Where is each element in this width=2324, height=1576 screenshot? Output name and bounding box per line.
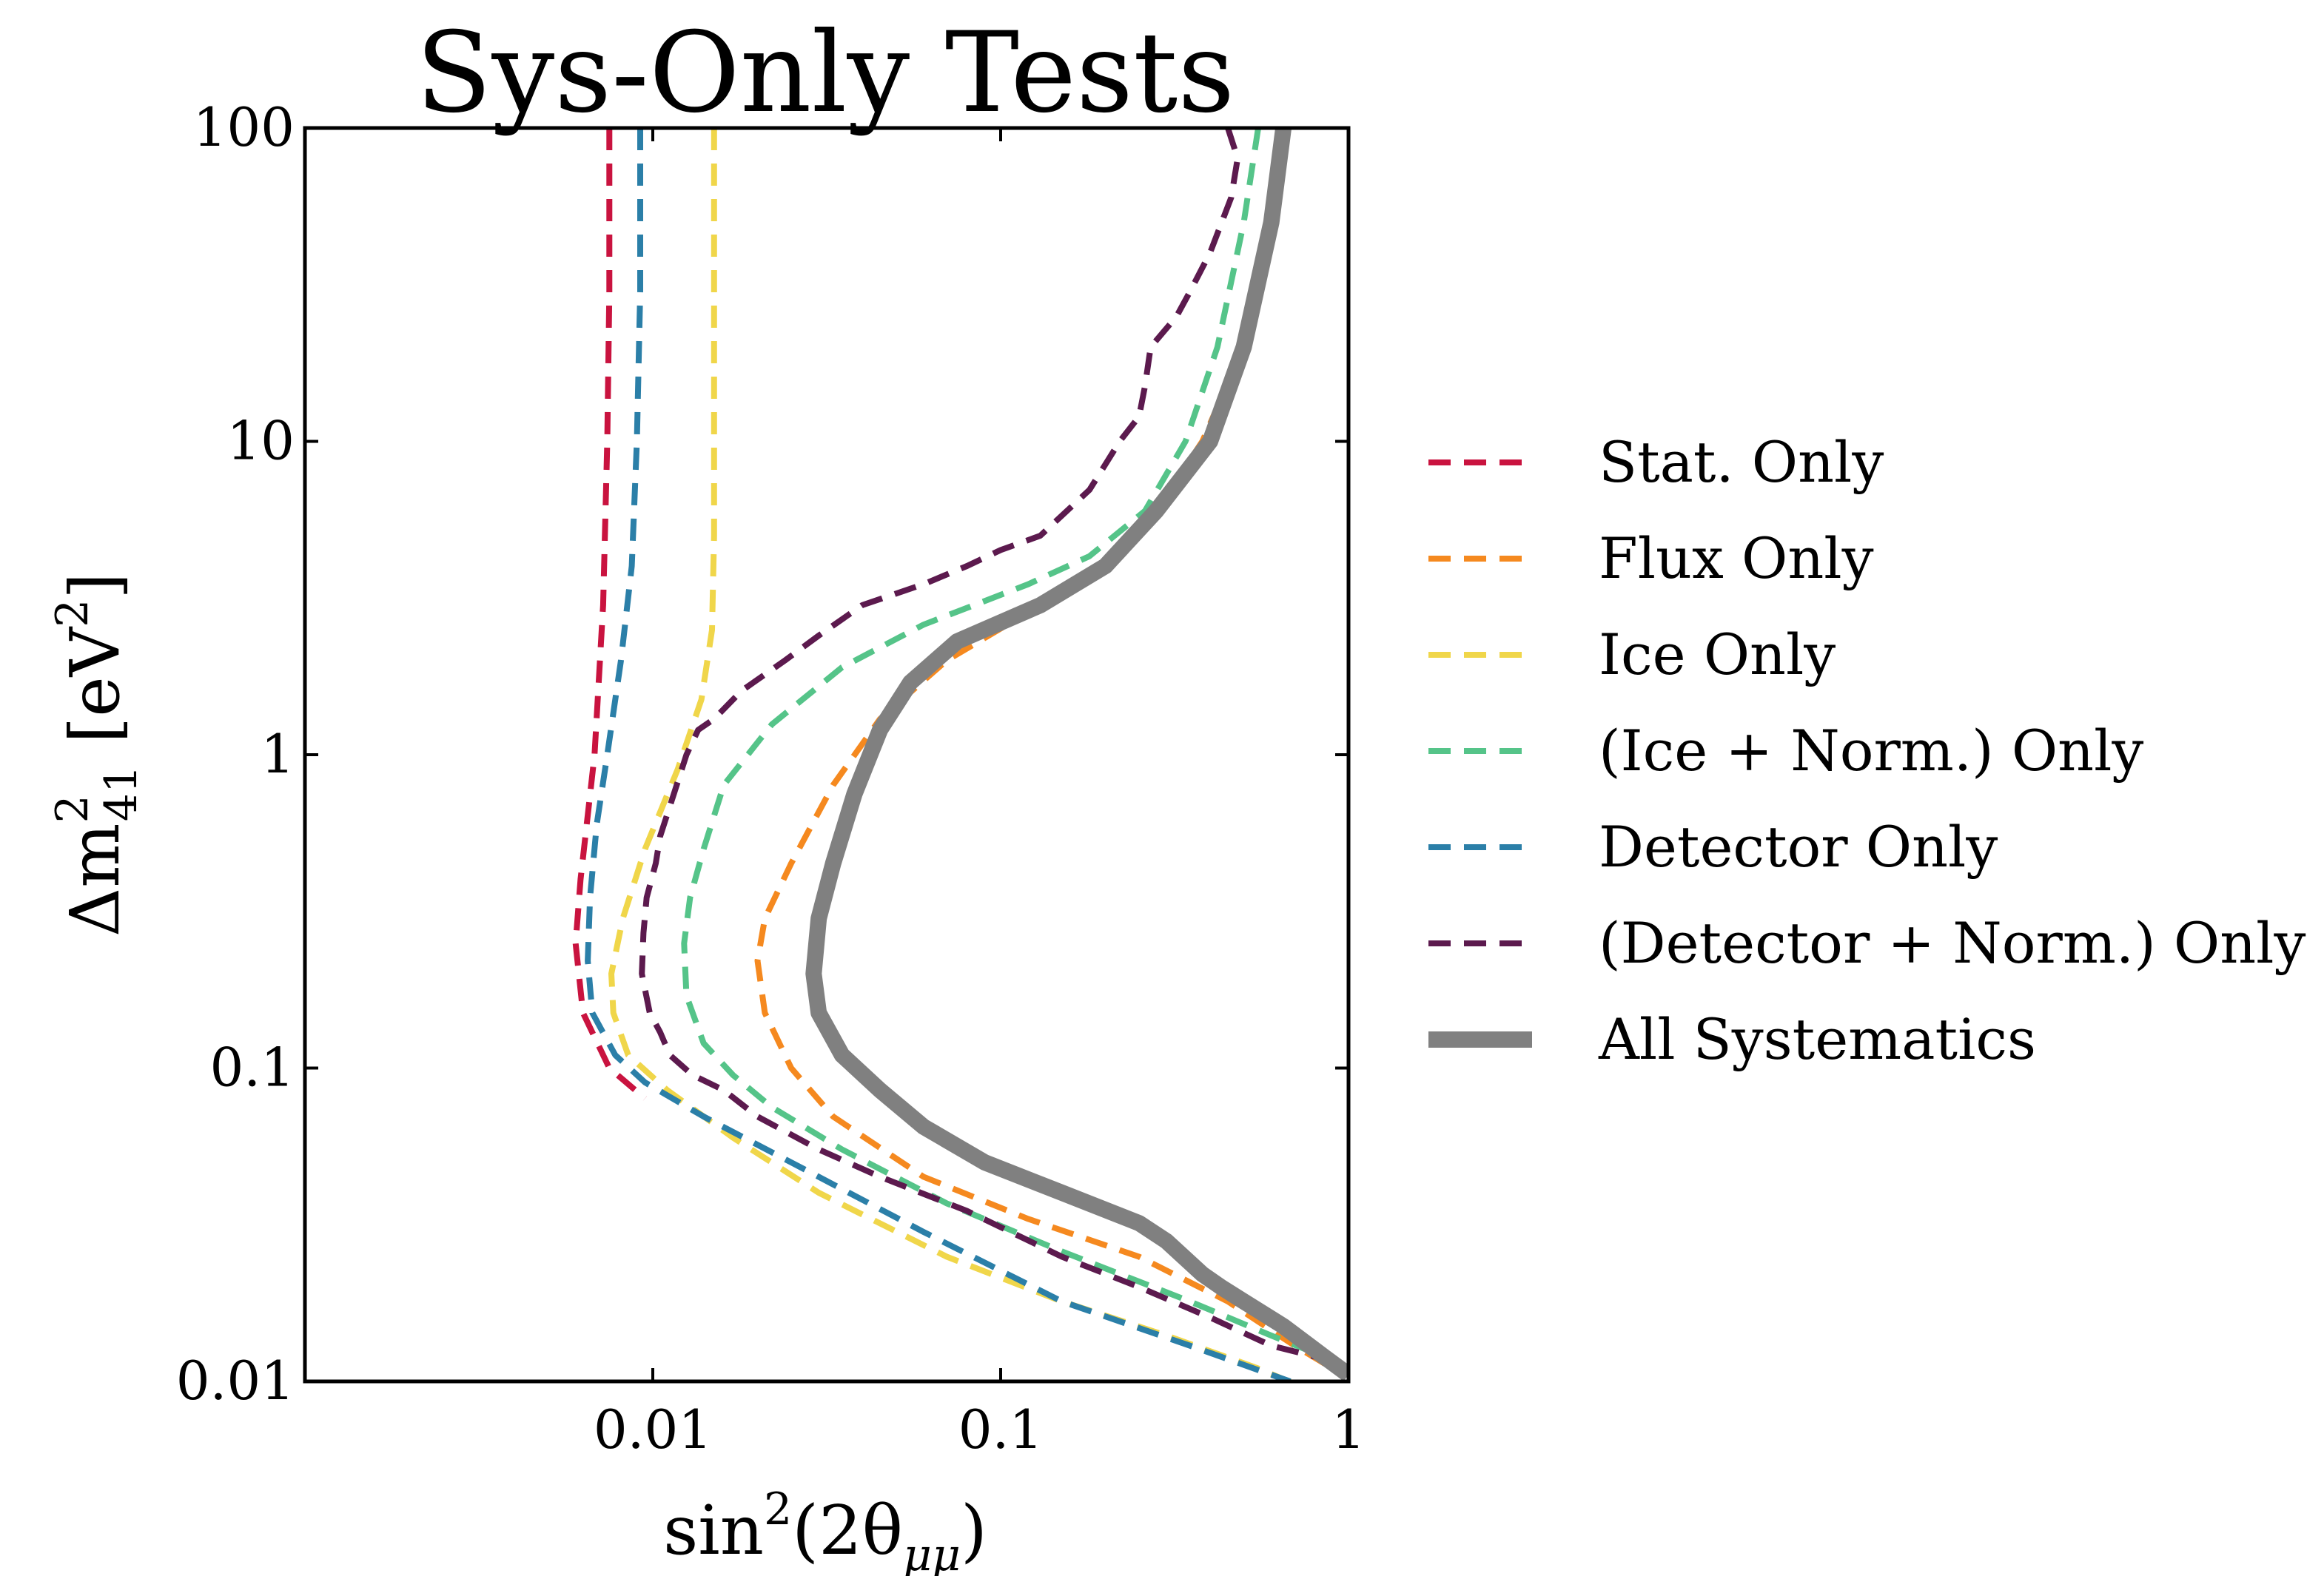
legend-label-7: All Systematics [1598,1006,2036,1072]
chart-title: Sys-Only Tests [416,9,1235,138]
y-axis-title-mid: [eV [56,626,135,765]
series-lines [572,128,1349,1381]
y-axis-title: Δm241 [eV2] [47,573,147,937]
x-axis-title-sub: μμ [903,1529,961,1576]
series-line-5 [585,128,1292,1381]
plot-area [572,128,1349,1381]
legend-label-5: Detector Only [1599,814,1998,880]
y-axis-title-end: ] [56,573,135,599]
series-line-3 [608,128,1297,1381]
x-axis-title-end: ) [961,1491,987,1570]
y-tick-label: 0.01 [176,1350,295,1412]
plot-frame [303,126,1351,1384]
series-line-4 [681,128,1349,1378]
x-axis-title-base: sin [663,1491,764,1570]
series-line-2 [754,128,1349,1378]
y-axis-title-sub: 41 [95,765,147,821]
x-axis-title-sup: 2 [764,1484,792,1535]
x-axis-title: sin2(2θμμ) [663,1484,987,1576]
y-tick-label: 0.1 [209,1037,295,1099]
legend-label-3: Ice Only [1599,622,1836,687]
y-tick-label: 100 [193,96,295,158]
x-tick-label: 1 [1331,1398,1366,1461]
y-axis-title-base: Δm [56,823,135,937]
x-tick-label: 0.1 [958,1398,1044,1461]
y-tick-label: 10 [226,410,295,472]
legend: Stat. Only Flux Only Ice Only (Ice + Norm.)… [1428,429,2305,1072]
y-axis-title-sup: 2 [47,795,98,823]
y-axis-title-unit-sup: 2 [47,599,98,627]
x-axis-title-mid: (2θ [792,1491,903,1570]
y-axis: 0.01 0.1 1 10 100 [176,96,1349,1412]
legend-label-4: (Ice + Norm.) Only [1599,718,2143,784]
x-axis: 0.01 0.1 1 [594,128,1366,1461]
series-line-6 [639,128,1349,1372]
x-tick-label: 0.01 [594,1398,712,1461]
legend-label-2: Flux Only [1599,525,1874,591]
series-line-1 [572,128,648,1101]
legend-label-6: (Detector + Norm.) Only [1599,910,2305,976]
series-line-7 [805,128,1349,1381]
y-tick-label: 1 [261,723,295,785]
legend-label-1: Stat. Only [1599,429,1884,495]
